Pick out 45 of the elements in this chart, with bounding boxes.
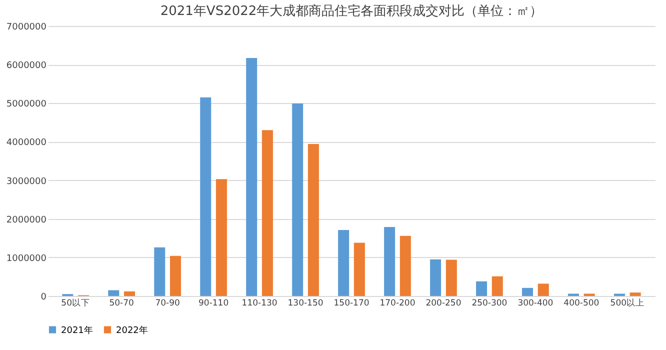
y-tick-label: 0 [40,292,47,302]
x-tick-label: 50以下 [61,298,90,308]
chart-title: 2021年VS2022年大成都商品住宅各面积段成交对比（单位：㎡） [160,3,543,19]
legend-label: 2021年 [61,324,93,336]
bar [384,226,396,296]
bar [124,291,136,296]
y-tick-label: 3000000 [6,176,47,187]
bar [430,259,442,296]
x-tick-label: 500以上 [610,298,645,308]
bar [170,256,181,296]
x-tick-label: 300-400 [518,298,554,308]
bar [492,276,503,296]
x-tick-label: 130-150 [288,298,324,308]
bar [292,104,304,296]
bar [476,281,488,296]
legend-label: 2022年 [116,324,148,336]
bar [400,236,411,296]
y-tick-label: 7000000 [6,22,47,32]
bar [108,290,120,296]
bar [354,242,365,296]
x-tick-label: 150-170 [334,298,370,308]
bar [338,230,350,296]
x-tick-label: 250-300 [472,298,508,308]
bar [216,179,227,296]
bar [630,292,641,296]
bar [446,260,457,296]
bar [154,247,166,296]
x-tick-label: 70-90 [155,298,180,308]
bar [538,284,549,296]
x-tick-label: 90-110 [198,298,229,308]
y-tick-label: 6000000 [6,61,47,72]
y-tick-label: 1000000 [6,254,47,264]
bar [522,288,534,296]
bar [308,144,319,296]
x-tick-label: 170-200 [380,298,416,308]
x-tick-label: 400-500 [564,298,600,308]
y-tick-label: 5000000 [6,100,47,110]
x-tick-label: 50-70 [109,298,134,308]
y-tick-label: 2000000 [6,215,47,226]
bar [200,97,212,296]
x-tick-label: 110-130 [242,298,278,308]
x-tick-label: 200-250 [426,298,462,308]
bar [246,58,258,296]
y-tick-label: 4000000 [6,138,47,148]
bar [262,130,273,296]
